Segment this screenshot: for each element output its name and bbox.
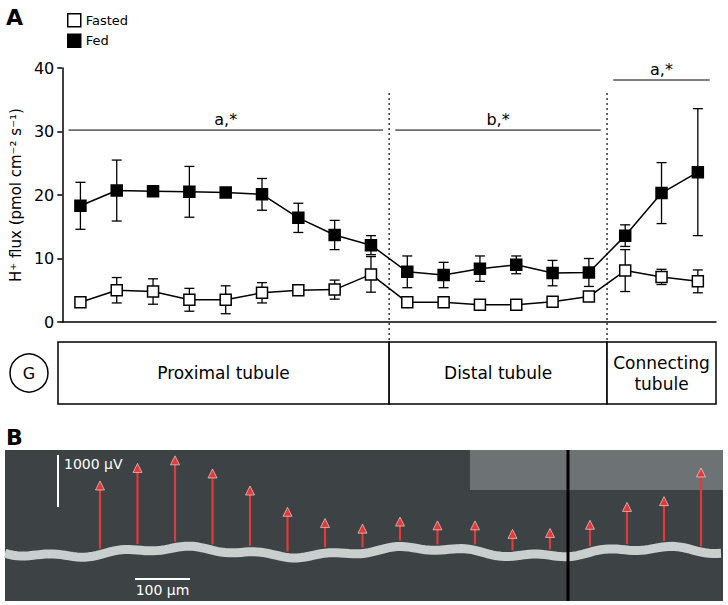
svg-text:Connecting: Connecting [613,353,710,373]
svg-text:Distal tubule: Distal tubule [444,363,552,383]
svg-text:G: G [23,364,35,383]
svg-text:30: 30 [34,122,54,141]
svg-text:1000 μV: 1000 μV [64,456,123,472]
svg-text:A: A [6,5,23,30]
svg-text:20: 20 [34,186,54,205]
svg-text:B: B [6,425,23,450]
svg-text:10: 10 [34,249,54,268]
svg-text:tubule: tubule [634,374,688,394]
svg-text:Proximal tubule: Proximal tubule [157,363,290,383]
svg-text:a,*: a,* [214,110,237,129]
svg-text:b,*: b,* [486,110,509,129]
svg-text:100 μm: 100 μm [136,582,190,598]
svg-text:0: 0 [44,313,54,332]
svg-text:40: 40 [34,59,54,78]
svg-text:H⁺ flux (pmol cm⁻² s⁻¹): H⁺ flux (pmol cm⁻² s⁻¹) [7,108,25,282]
svg-text:a,*: a,* [650,60,673,79]
svg-text:Fasted: Fasted [86,13,128,28]
svg-text:Fed: Fed [86,33,109,48]
